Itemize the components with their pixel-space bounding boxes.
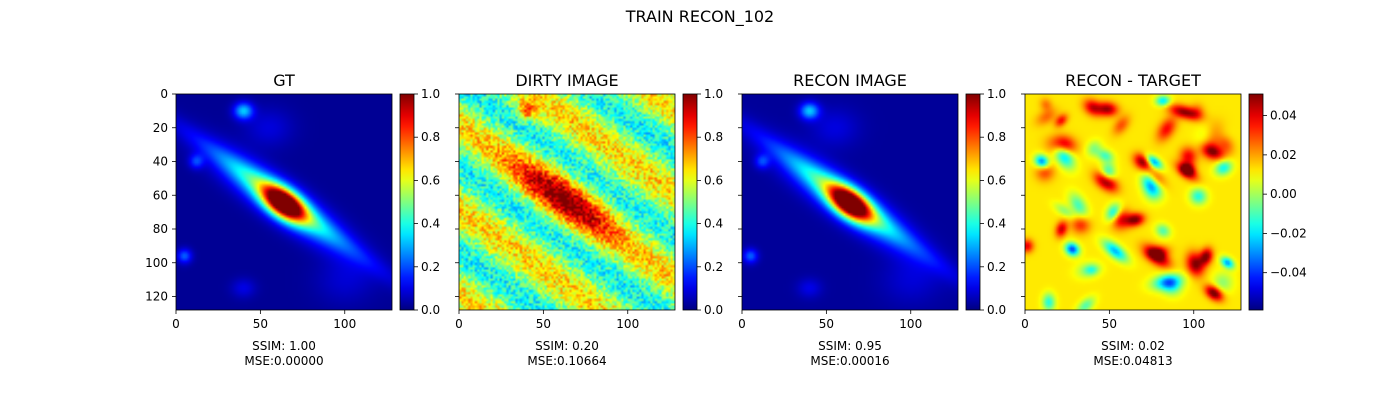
- colorbar-tick-label: 0.6: [421, 173, 440, 187]
- caption-ssim: SSIM: 0.95: [818, 339, 882, 353]
- colorbar-tick-label: 0.2: [421, 260, 440, 274]
- colorbar-tick-label: 1.0: [704, 87, 723, 101]
- caption-mse: MSE:0.04813: [1093, 354, 1172, 368]
- x-tick-label: 100: [1182, 317, 1205, 331]
- colorbar-tick-label: 0.4: [421, 217, 440, 231]
- caption-ssim: SSIM: 1.00: [252, 339, 316, 353]
- colorbar-tick-label: 0.2: [987, 260, 1006, 274]
- y-tick-label: 20: [153, 121, 168, 135]
- colorbar-tick-label: 0.2: [704, 260, 723, 274]
- x-tick-label: 100: [333, 317, 356, 331]
- colorbar-tick-label: 0.0: [704, 303, 723, 317]
- plot-frame: [741, 93, 959, 311]
- plot-frame: [175, 93, 393, 311]
- heatmap-image: [742, 94, 958, 310]
- heatmap-image: [1025, 94, 1241, 310]
- colorbar-tick-label: 0.02: [1270, 148, 1297, 162]
- panel-title: RECON - TARGET: [1065, 71, 1201, 90]
- y-tick-label: 120: [145, 290, 168, 304]
- colorbar: [1248, 93, 1264, 311]
- colorbar: [682, 93, 698, 311]
- x-tick-label: 0: [172, 317, 180, 331]
- colorbar: [399, 93, 415, 311]
- heatmap-image: [459, 94, 675, 310]
- panel-1: GT 0 50 100 0 20 40 60 80 100 120 0.0 0.2 0.4 0.6 0.8 1.…: [145, 71, 440, 368]
- x-tick-label: 50: [1102, 317, 1117, 331]
- x-tick-label: 50: [253, 317, 268, 331]
- plot-frame: [1024, 93, 1242, 311]
- y-tick-label: 0: [160, 87, 168, 101]
- colorbar-tick-label: 0.4: [704, 217, 723, 231]
- heatmap-image: [176, 94, 392, 310]
- colorbar-tick-label: 0.0: [421, 303, 440, 317]
- colorbar-tick-label: 1.0: [421, 87, 440, 101]
- x-tick-label: 0: [738, 317, 746, 331]
- y-tick-label: 80: [153, 222, 168, 236]
- y-tick-label: 40: [153, 155, 168, 169]
- x-tick-label: 0: [455, 317, 463, 331]
- colorbar-tick-label: −0.02: [1270, 226, 1307, 240]
- caption-ssim: SSIM: 0.02: [1101, 339, 1165, 353]
- caption-mse: MSE:0.00016: [810, 354, 889, 368]
- colorbar-tick-label: 0.4: [987, 217, 1006, 231]
- x-tick-label: 100: [899, 317, 922, 331]
- panel-title: GT: [273, 71, 295, 90]
- x-tick-label: 50: [819, 317, 834, 331]
- x-tick-label: 0: [1021, 317, 1029, 331]
- colorbar-tick-label: 1.0: [987, 87, 1006, 101]
- x-tick-label: 100: [616, 317, 639, 331]
- y-tick-label: 100: [145, 256, 168, 270]
- y-tick-label: 60: [153, 188, 168, 202]
- panel-title: RECON IMAGE: [793, 71, 907, 90]
- colorbar-tick-label: 0.00: [1270, 187, 1297, 201]
- colorbar-tick-label: 0.6: [704, 173, 723, 187]
- colorbar-tick-label: 0.6: [987, 173, 1006, 187]
- panel-4: RECON - TARGET 0 50 100 0.04 0.02 0.00 −0.02 −0.…: [1021, 71, 1307, 368]
- colorbar-tick-label: 0.8: [987, 130, 1006, 144]
- caption-ssim: SSIM: 0.20: [535, 339, 599, 353]
- colorbar-tick-label: 0.0: [987, 303, 1006, 317]
- colorbar-tick-label: −0.04: [1270, 266, 1307, 280]
- panel-3: RECON IMAGE 0 50 100 0.0 0.2 0.4 0.6 0.8 1.0 SSIM:…: [738, 71, 1006, 368]
- colorbar-tick-label: 0.8: [704, 130, 723, 144]
- figure-suptitle: TRAIN RECON_102: [625, 7, 774, 27]
- caption-mse: MSE:0.10664: [527, 354, 606, 368]
- colorbar-tick-label: 0.8: [421, 130, 440, 144]
- colorbar: [965, 93, 981, 311]
- plot-frame: [458, 93, 676, 311]
- caption-mse: MSE:0.00000: [244, 354, 323, 368]
- x-tick-label: 50: [536, 317, 551, 331]
- panel-title: DIRTY IMAGE: [515, 71, 618, 90]
- panel-2: DIRTY IMAGE 0 50 100 0.0 0.2 0.4 0.6 0.8 1.0 SSIM:…: [455, 71, 723, 368]
- colorbar-tick-label: 0.04: [1270, 109, 1297, 123]
